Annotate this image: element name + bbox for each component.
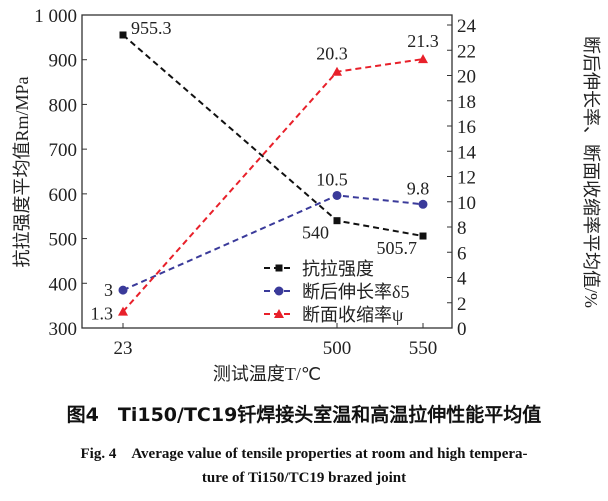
right-tick-label: 4 <box>457 269 467 290</box>
right-tick-label: 8 <box>457 218 467 239</box>
right-tick-label: 18 <box>457 92 476 113</box>
x-axis-label: 测试温度T/℃ <box>213 364 321 384</box>
data-label: 3 <box>104 280 113 300</box>
legend-marker <box>274 286 284 296</box>
data-point <box>332 66 342 76</box>
left-axis-label: 抗拉强度平均值Rm/MPa <box>12 76 32 267</box>
right-tick-label: 6 <box>457 243 467 264</box>
data-point <box>118 306 128 316</box>
data-point <box>118 285 128 295</box>
data-point <box>418 199 428 209</box>
left-tick-label: 800 <box>49 95 78 116</box>
data-label: 1.3 <box>91 304 114 324</box>
data-label: 9.8 <box>407 178 430 198</box>
left-tick-label: 500 <box>49 230 78 251</box>
x-tick-label: 500 <box>323 338 352 359</box>
plot-frame <box>81 14 453 329</box>
data-point <box>419 232 427 240</box>
data-point <box>119 31 127 39</box>
left-tick-label: 700 <box>49 140 78 161</box>
left-tick-label: 400 <box>49 274 78 295</box>
x-tick-label: 550 <box>409 338 438 359</box>
right-tick-label: 20 <box>457 67 476 88</box>
left-tick-label: 1 000 <box>34 6 77 27</box>
figure-caption-en-line2: ture of Ti150/TC19 brazed joint <box>201 470 407 486</box>
right-tick-label: 14 <box>457 142 477 163</box>
data-label: 21.3 <box>407 31 439 51</box>
data-label: 20.3 <box>316 44 348 64</box>
right-tick-label: 10 <box>457 193 476 214</box>
data-label: 540 <box>302 223 329 243</box>
right-axis-label: 断后伸长率、断面收缩率平均值/% <box>581 36 601 308</box>
data-point <box>332 190 342 200</box>
legend-label: 断后伸长率δ5 <box>302 282 409 302</box>
data-point <box>418 54 428 64</box>
right-tick-label: 12 <box>457 168 476 189</box>
data-label: 955.3 <box>131 18 172 38</box>
figure-caption-cn: 图4 Ti150/TC19钎焊接头室温和高温拉伸性能平均值 <box>66 404 542 426</box>
left-tick-label: 600 <box>49 185 78 206</box>
data-label: 505.7 <box>377 238 418 258</box>
right-tick-label: 24 <box>457 16 477 37</box>
figure-caption-en-line1: Fig. 4 Average value of tensile properti… <box>80 446 528 462</box>
series-line-2 <box>122 58 424 313</box>
legend-label: 断面收缩率ψ <box>302 305 404 325</box>
left-tick-label: 300 <box>49 319 78 340</box>
right-tick-label: 2 <box>457 294 467 315</box>
right-tick-label: 0 <box>457 319 467 340</box>
left-tick-label: 900 <box>49 51 78 72</box>
data-label: 10.5 <box>316 169 348 189</box>
data-point <box>333 217 341 225</box>
x-tick-label: 23 <box>114 338 133 359</box>
legend-marker <box>274 309 284 318</box>
legend-label: 抗拉强度 <box>302 259 374 279</box>
right-tick-label: 22 <box>457 41 476 62</box>
right-tick-label: 16 <box>457 117 476 138</box>
legend-marker <box>275 264 283 272</box>
